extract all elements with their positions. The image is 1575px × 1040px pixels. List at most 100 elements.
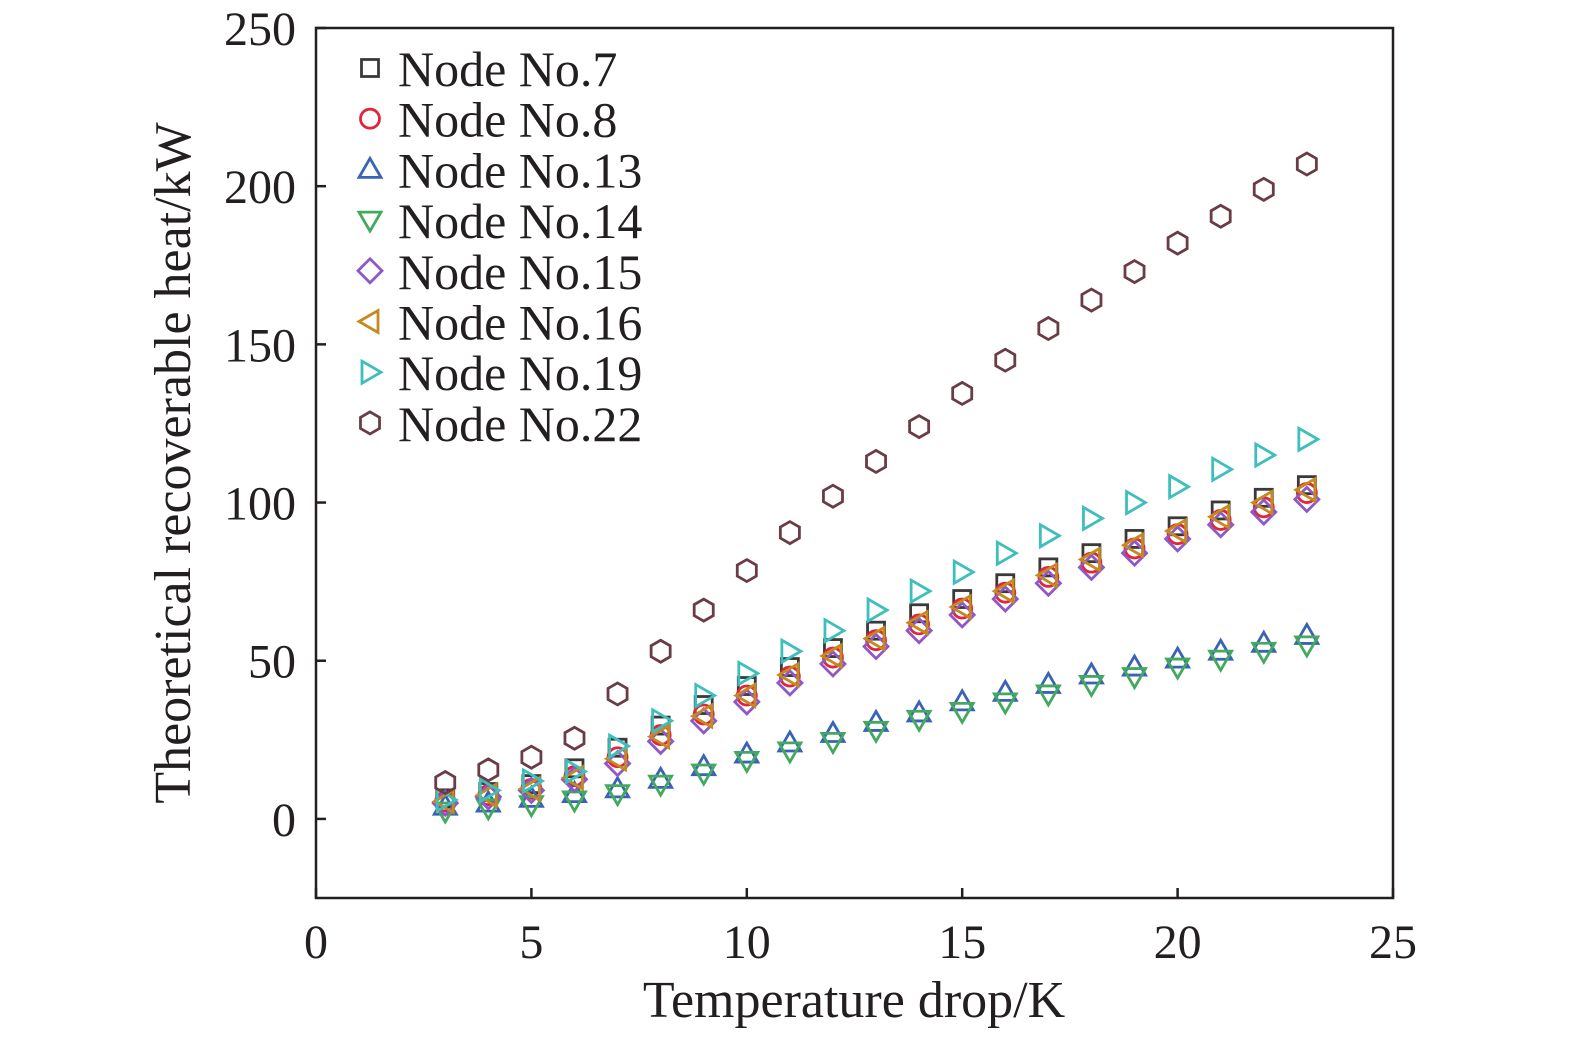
y-tick-label: 250 — [224, 3, 296, 56]
data-point — [1207, 637, 1235, 661]
legend-marker — [356, 210, 384, 234]
data-point — [1078, 661, 1105, 685]
data-point — [1078, 675, 1105, 699]
x-tick-label: 15 — [938, 916, 986, 969]
legend-marker — [356, 256, 384, 285]
legend-item: Node No.16 — [356, 295, 642, 351]
legend-marker — [359, 107, 381, 130]
data-point — [735, 557, 758, 584]
x-tick-label: 0 — [304, 916, 328, 969]
legend-item: Node No.14 — [356, 193, 642, 249]
data-point — [991, 692, 1019, 716]
data-point — [948, 688, 976, 712]
series-triangle-down — [431, 635, 1321, 825]
data-point — [948, 593, 972, 621]
data-point — [905, 609, 929, 637]
data-point — [563, 725, 586, 751]
data-point — [1121, 653, 1148, 677]
data-point — [1254, 441, 1278, 469]
data-point — [1034, 670, 1062, 694]
data-point — [606, 681, 629, 707]
data-point — [1295, 151, 1318, 177]
x-tick-label: 25 — [1369, 916, 1417, 969]
legend-label: Node No.16 — [398, 295, 642, 351]
data-point — [435, 786, 460, 814]
data-point — [604, 784, 631, 808]
data-point — [647, 765, 675, 789]
data-point — [991, 678, 1019, 702]
data-point — [1077, 546, 1101, 573]
data-point — [1297, 425, 1321, 453]
data-point — [778, 519, 801, 546]
data-point — [1293, 476, 1317, 504]
data-point — [520, 744, 543, 770]
data-point — [1166, 230, 1189, 256]
data-point — [819, 642, 843, 670]
data-point — [1207, 649, 1235, 673]
legend-label: Node No.15 — [398, 244, 642, 300]
data-point — [477, 757, 500, 783]
data-point — [1034, 684, 1062, 708]
legend-label: Node No.22 — [398, 396, 642, 452]
legend-item: Node No.8 — [359, 92, 617, 148]
data-point — [1034, 561, 1058, 589]
data-point — [1168, 473, 1192, 501]
legend-label: Node No.13 — [398, 142, 642, 198]
axis-ticks — [314, 26, 1395, 898]
data-point — [862, 625, 886, 653]
data-point — [1120, 531, 1144, 559]
legend-marker — [360, 358, 384, 386]
data-point — [647, 774, 675, 798]
data-point — [517, 775, 541, 803]
data-point — [995, 539, 1020, 567]
data-point — [1211, 455, 1235, 483]
data-point — [694, 682, 718, 709]
legend-label: Node No.14 — [398, 193, 642, 249]
data-point — [1037, 315, 1060, 342]
data-point — [1252, 176, 1275, 202]
legend-label: Node No.7 — [398, 41, 617, 97]
data-point — [776, 729, 804, 753]
data-point — [608, 732, 632, 760]
data-point — [604, 775, 631, 799]
data-point — [1080, 287, 1103, 313]
legend-marker — [360, 58, 380, 78]
y-tick-label: 50 — [248, 636, 296, 689]
data-point — [1082, 504, 1106, 532]
data-point — [565, 758, 589, 785]
data-point — [905, 709, 933, 734]
data-point — [862, 708, 890, 732]
data-point — [991, 577, 1015, 605]
data-point — [474, 798, 502, 822]
y-tick-label: 100 — [224, 478, 296, 531]
data-point — [908, 414, 931, 440]
x-tick-label: 10 — [723, 916, 771, 969]
data-point — [1249, 489, 1274, 516]
y-tick-label: 200 — [224, 161, 296, 214]
data-point — [478, 777, 503, 804]
data-point — [1293, 635, 1321, 659]
data-point — [866, 596, 890, 624]
legend-item: Node No.22 — [359, 396, 642, 452]
data-point — [952, 558, 976, 586]
data-point — [1164, 657, 1192, 681]
data-point — [1293, 621, 1321, 645]
x-tick-label: 5 — [519, 916, 543, 969]
data-point — [862, 720, 890, 745]
data-point — [819, 732, 847, 756]
legend-marker — [359, 410, 381, 436]
data-point — [689, 702, 714, 730]
data-point — [948, 701, 976, 726]
data-point — [865, 448, 887, 475]
x-tick-label: 20 — [1154, 916, 1202, 969]
data-point — [560, 764, 584, 792]
data-point — [733, 750, 761, 775]
data-point — [1206, 503, 1231, 531]
data-point — [1164, 645, 1192, 669]
series-hexagon — [434, 151, 1318, 796]
legend-item: Node No.7 — [360, 41, 617, 97]
data-markers — [431, 151, 1321, 825]
legend-item: Node No.15 — [356, 244, 642, 300]
